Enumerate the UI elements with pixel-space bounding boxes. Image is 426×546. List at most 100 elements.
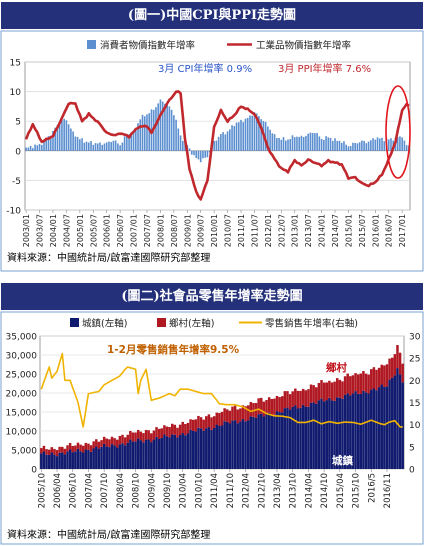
rural-bar xyxy=(105,438,109,447)
cpi-bar xyxy=(338,140,341,151)
urban-bar xyxy=(136,438,140,469)
urban-bar xyxy=(244,421,247,469)
urban-bar xyxy=(335,397,339,469)
urban-bar xyxy=(291,406,294,469)
cpi-bar xyxy=(296,136,298,151)
cpi-bar xyxy=(215,140,218,151)
chart2-left-tick-label: 35,000 xyxy=(6,333,38,343)
urban-bar xyxy=(220,425,224,469)
cpi-bar xyxy=(267,126,269,151)
cpi-bar xyxy=(258,116,260,151)
chart2-x-tick-label: 2007/04 xyxy=(84,473,94,508)
rural-bar xyxy=(351,375,355,394)
rural-bar xyxy=(147,430,150,440)
cpi-bar xyxy=(132,130,135,151)
cpi-bar xyxy=(40,144,43,151)
rural-bar xyxy=(144,429,148,440)
cpi-bar xyxy=(224,134,227,151)
urban-bar xyxy=(139,440,143,469)
cpi-bar xyxy=(300,135,303,151)
cpi-bar xyxy=(141,114,144,151)
chart1-plot-area xyxy=(24,61,411,211)
urban-bar xyxy=(47,454,51,469)
urban-bar xyxy=(40,453,43,469)
rural-bar xyxy=(367,374,370,394)
urban-bar xyxy=(278,412,281,469)
chart2-right-tick-label: 5 xyxy=(409,443,415,453)
cpi-bar xyxy=(139,119,142,151)
urban-bar xyxy=(113,445,116,469)
chart1-y-tick-label: -10 xyxy=(6,207,21,217)
urban-bar xyxy=(194,431,198,469)
chart2-x-tick-label: 2008/04 xyxy=(116,473,126,508)
cpi-bar xyxy=(27,147,30,151)
chart2-left-tick-label: 25,000 xyxy=(6,371,38,381)
urban-bar xyxy=(108,447,111,469)
rural-bar xyxy=(102,436,106,444)
chart2-x-tick-label: 2013/10 xyxy=(289,473,299,508)
cpi-bar xyxy=(220,134,222,151)
chart2-right-tick-label: 15 xyxy=(409,399,420,409)
cpi-bar xyxy=(34,144,36,151)
urban-bar xyxy=(79,451,82,469)
chart1-title: (圖一)中國CPI與PPI走勢圖 xyxy=(1,2,423,29)
cpi-bar xyxy=(181,140,184,151)
urban-bar xyxy=(223,421,226,469)
chart2-source: 資料來源：中國統計局/啟富達國際研究部整理 xyxy=(7,530,211,541)
rural-bar xyxy=(42,445,46,452)
rural-bar xyxy=(150,433,153,443)
cpi-bar xyxy=(318,136,321,151)
urban-bar xyxy=(390,377,394,469)
urban-bar xyxy=(338,397,342,469)
rural-bar xyxy=(257,398,260,415)
urban-bar xyxy=(186,433,190,469)
urban-bar xyxy=(398,374,402,469)
rural-bar xyxy=(171,423,174,435)
cpi-bar xyxy=(233,126,236,151)
urban-bar xyxy=(160,437,164,469)
rural-bar xyxy=(294,388,297,406)
urban-bar xyxy=(370,389,373,469)
rural-bar xyxy=(136,429,140,439)
chart2-x-tick-label: 2015/10 xyxy=(352,473,362,508)
rural-bar xyxy=(197,415,200,428)
rural-bar xyxy=(312,385,315,403)
urban-bar xyxy=(121,443,124,469)
urban-bar xyxy=(396,368,399,469)
urban-bar xyxy=(95,446,98,469)
urban-bar xyxy=(236,423,239,469)
urban-bar xyxy=(176,437,179,469)
cpi-bar xyxy=(79,139,81,151)
urban-bar xyxy=(325,400,328,469)
cpi-bar xyxy=(383,141,386,151)
chart2-right-tick-label: 0 xyxy=(409,466,415,476)
cpi-bar xyxy=(354,142,356,151)
urban-bar xyxy=(283,408,287,469)
chart1-x-tick-label: 2005/01 xyxy=(76,214,85,247)
cpi-bar xyxy=(206,150,209,158)
cpi-bar xyxy=(396,137,399,151)
cpi-bar xyxy=(399,136,401,151)
cpi-bar xyxy=(316,133,318,151)
rural-bar xyxy=(388,358,391,380)
rural-bar xyxy=(349,376,352,396)
cpi-bar xyxy=(255,113,258,151)
rural-bar xyxy=(81,445,85,453)
chart1-x-tick-label: 2016/01 xyxy=(371,214,380,247)
chart1-x-tick-label: 2007/07 xyxy=(143,214,152,247)
urban-bar xyxy=(191,430,195,469)
rural-bar xyxy=(40,448,43,454)
urban-bar xyxy=(105,446,109,469)
chart1-x-tick-label: 2013/01 xyxy=(291,214,300,247)
cpi-bar xyxy=(305,135,307,151)
urban-bar xyxy=(328,397,331,469)
rural-bar xyxy=(383,365,386,387)
cpi-bar xyxy=(92,144,95,151)
rural-bar xyxy=(283,391,287,409)
rural-bar xyxy=(186,422,190,434)
cpi-bar xyxy=(81,138,83,151)
urban-bar xyxy=(168,437,171,469)
chart1-x-tick-label: 2010/01 xyxy=(210,214,219,247)
cpi-bar xyxy=(38,144,41,151)
urban-bar xyxy=(322,401,326,469)
